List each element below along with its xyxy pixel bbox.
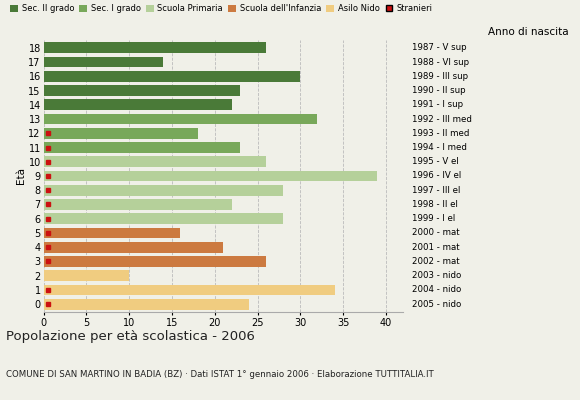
Text: Popolazione per età scolastica - 2006: Popolazione per età scolastica - 2006	[6, 330, 255, 343]
Bar	[44, 128, 198, 139]
Text: COMUNE DI SAN MARTINO IN BADIA (BZ) · Dati ISTAT 1° gennaio 2006 · Elaborazione : COMUNE DI SAN MARTINO IN BADIA (BZ) · Da…	[6, 370, 434, 379]
Text: 1989 - III sup: 1989 - III sup	[412, 72, 468, 81]
Text: 1987 - V sup: 1987 - V sup	[412, 43, 466, 52]
Text: 1992 - III med: 1992 - III med	[412, 114, 472, 124]
Text: Anno di nascita: Anno di nascita	[488, 27, 568, 37]
Bar	[44, 284, 335, 295]
Text: 1996 - IV el: 1996 - IV el	[412, 172, 461, 180]
Text: 2003 - nido: 2003 - nido	[412, 271, 461, 280]
Text: 1988 - VI sup: 1988 - VI sup	[412, 58, 469, 66]
Bar	[44, 270, 129, 281]
Bar	[44, 213, 283, 224]
Text: 1999 - I el: 1999 - I el	[412, 214, 455, 223]
Bar	[44, 299, 249, 310]
Text: 1990 - II sup: 1990 - II sup	[412, 86, 465, 95]
Text: 1991 - I sup: 1991 - I sup	[412, 100, 463, 109]
Y-axis label: Età: Età	[16, 168, 26, 184]
Text: 1993 - II med: 1993 - II med	[412, 129, 469, 138]
Text: 2000 - mat: 2000 - mat	[412, 228, 459, 238]
Text: 1997 - III el: 1997 - III el	[412, 186, 460, 195]
Bar	[44, 185, 283, 196]
Text: 2002 - mat: 2002 - mat	[412, 257, 459, 266]
Bar	[44, 85, 241, 96]
Text: 1995 - V el: 1995 - V el	[412, 157, 459, 166]
Text: 2005 - nido: 2005 - nido	[412, 300, 461, 309]
Bar	[44, 171, 378, 181]
Bar	[44, 156, 266, 167]
Bar	[44, 256, 266, 267]
Legend: Sec. II grado, Sec. I grado, Scuola Primaria, Scuola dell'Infanzia, Asilo Nido, : Sec. II grado, Sec. I grado, Scuola Prim…	[10, 4, 432, 13]
Bar	[44, 114, 317, 124]
Bar	[44, 57, 164, 68]
Bar	[44, 71, 300, 82]
Text: 2001 - mat: 2001 - mat	[412, 243, 459, 252]
Text: 1994 - I med: 1994 - I med	[412, 143, 467, 152]
Bar	[44, 42, 266, 53]
Bar	[44, 242, 223, 252]
Bar	[44, 100, 232, 110]
Bar	[44, 228, 180, 238]
Text: 1998 - II el: 1998 - II el	[412, 200, 458, 209]
Bar	[44, 199, 232, 210]
Text: 2004 - nido: 2004 - nido	[412, 286, 461, 294]
Bar	[44, 142, 241, 153]
